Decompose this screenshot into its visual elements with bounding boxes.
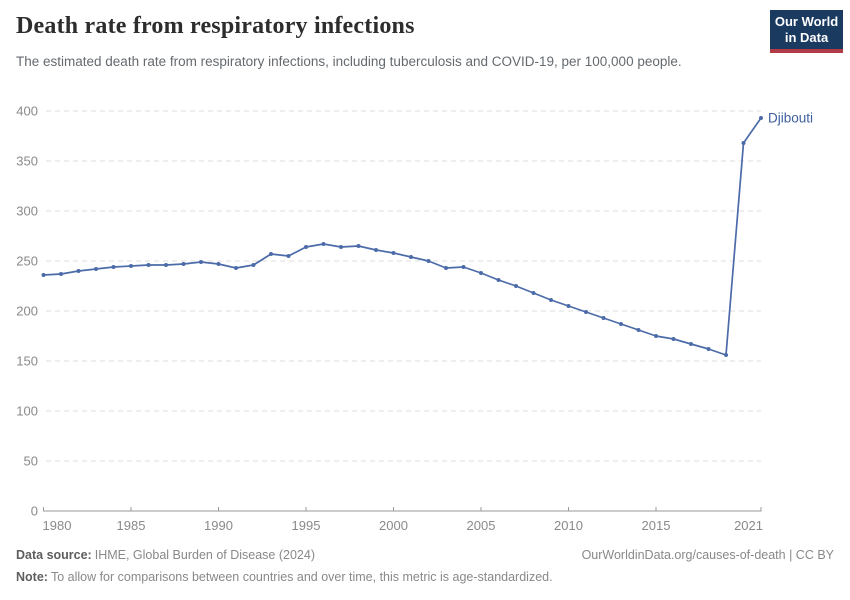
owid-logo[interactable]: Our World in Data bbox=[770, 10, 843, 53]
y-tick-label-200: 200 bbox=[16, 304, 38, 319]
data-point[interactable] bbox=[94, 267, 98, 271]
y-tick-label-150: 150 bbox=[16, 354, 38, 369]
data-point[interactable] bbox=[426, 259, 431, 263]
data-point[interactable] bbox=[496, 278, 501, 282]
data-point[interactable] bbox=[689, 342, 693, 346]
data-point[interactable] bbox=[654, 334, 658, 338]
owid-logo-line1: Our World bbox=[774, 14, 839, 29]
credit-link[interactable]: OurWorldinData.org/causes-of-death | CC … bbox=[581, 548, 834, 562]
x-tick-label-1995: 1995 bbox=[292, 518, 321, 533]
data-point[interactable] bbox=[584, 310, 588, 314]
data-point[interactable] bbox=[129, 264, 133, 268]
data-point[interactable] bbox=[286, 254, 291, 258]
data-point[interactable] bbox=[181, 262, 186, 266]
data-point[interactable] bbox=[164, 263, 168, 267]
series-label-djibouti[interactable]: Djibouti bbox=[768, 111, 813, 126]
data-source-label: Data source: bbox=[16, 548, 92, 562]
data-point[interactable] bbox=[409, 255, 413, 259]
x-tick-label-1985: 1985 bbox=[117, 518, 146, 533]
series-line-djibouti[interactable] bbox=[42, 117, 762, 356]
data-point[interactable] bbox=[461, 265, 466, 269]
data-point[interactable] bbox=[566, 304, 571, 308]
data-point[interactable] bbox=[269, 252, 273, 256]
x-tick-label-1980: 1980 bbox=[43, 518, 72, 533]
x-tick-label-1990: 1990 bbox=[204, 518, 233, 533]
data-point[interactable] bbox=[724, 353, 728, 357]
data-point[interactable] bbox=[444, 266, 448, 270]
x-tick-label-2015: 2015 bbox=[642, 518, 671, 533]
data-point[interactable] bbox=[76, 269, 81, 273]
data-point[interactable] bbox=[304, 245, 308, 249]
data-source: Data source: IHME, Global Burden of Disea… bbox=[16, 544, 315, 566]
data-point[interactable] bbox=[199, 260, 203, 264]
y-tick-label-350: 350 bbox=[16, 154, 38, 169]
data-point[interactable] bbox=[636, 328, 641, 332]
y-tick-label-50: 50 bbox=[24, 454, 38, 469]
data-point[interactable] bbox=[514, 284, 518, 288]
data-point[interactable] bbox=[216, 262, 221, 266]
data-point[interactable] bbox=[146, 263, 151, 267]
y-tick-label-100: 100 bbox=[16, 404, 38, 419]
data-point[interactable] bbox=[671, 337, 676, 341]
data-point[interactable] bbox=[321, 242, 326, 246]
data-point[interactable] bbox=[374, 248, 378, 252]
data-point[interactable] bbox=[549, 298, 553, 302]
data-point[interactable] bbox=[531, 291, 536, 295]
data-point[interactable] bbox=[234, 266, 238, 270]
owid-logo-line2: in Data bbox=[784, 30, 829, 45]
data-point[interactable] bbox=[391, 251, 396, 255]
data-point[interactable] bbox=[251, 263, 256, 267]
y-tick-label-400: 400 bbox=[16, 104, 38, 119]
x-tick-label-2021: 2021 bbox=[734, 518, 763, 533]
data-source-text: IHME, Global Burden of Disease (2024) bbox=[94, 548, 315, 562]
page-title: Death rate from respiratory infections bbox=[16, 13, 415, 39]
chart-footer: Data source: IHME, Global Burden of Disea… bbox=[16, 544, 834, 588]
y-tick-label-300: 300 bbox=[16, 204, 38, 219]
data-point[interactable] bbox=[339, 245, 343, 249]
note-label: Note: bbox=[16, 570, 48, 584]
data-point[interactable] bbox=[59, 272, 63, 276]
x-tick-label-2005: 2005 bbox=[467, 518, 496, 533]
note-text: To allow for comparisons between countri… bbox=[50, 570, 553, 584]
x-tick-label-2000: 2000 bbox=[379, 518, 408, 533]
data-point[interactable] bbox=[356, 244, 361, 248]
y-tick-label-250: 250 bbox=[16, 254, 38, 269]
data-point[interactable] bbox=[601, 316, 606, 320]
data-point[interactable] bbox=[111, 265, 116, 269]
data-point[interactable] bbox=[619, 322, 623, 326]
data-point[interactable] bbox=[741, 141, 746, 145]
chart-subtitle: The estimated death rate from respirator… bbox=[16, 54, 682, 69]
x-tick-label-2010: 2010 bbox=[554, 518, 583, 533]
data-point[interactable] bbox=[479, 271, 483, 275]
y-tick-label-0: 0 bbox=[31, 504, 38, 519]
data-point[interactable] bbox=[706, 347, 711, 351]
data-point[interactable] bbox=[41, 273, 46, 277]
data-point[interactable] bbox=[759, 116, 763, 120]
